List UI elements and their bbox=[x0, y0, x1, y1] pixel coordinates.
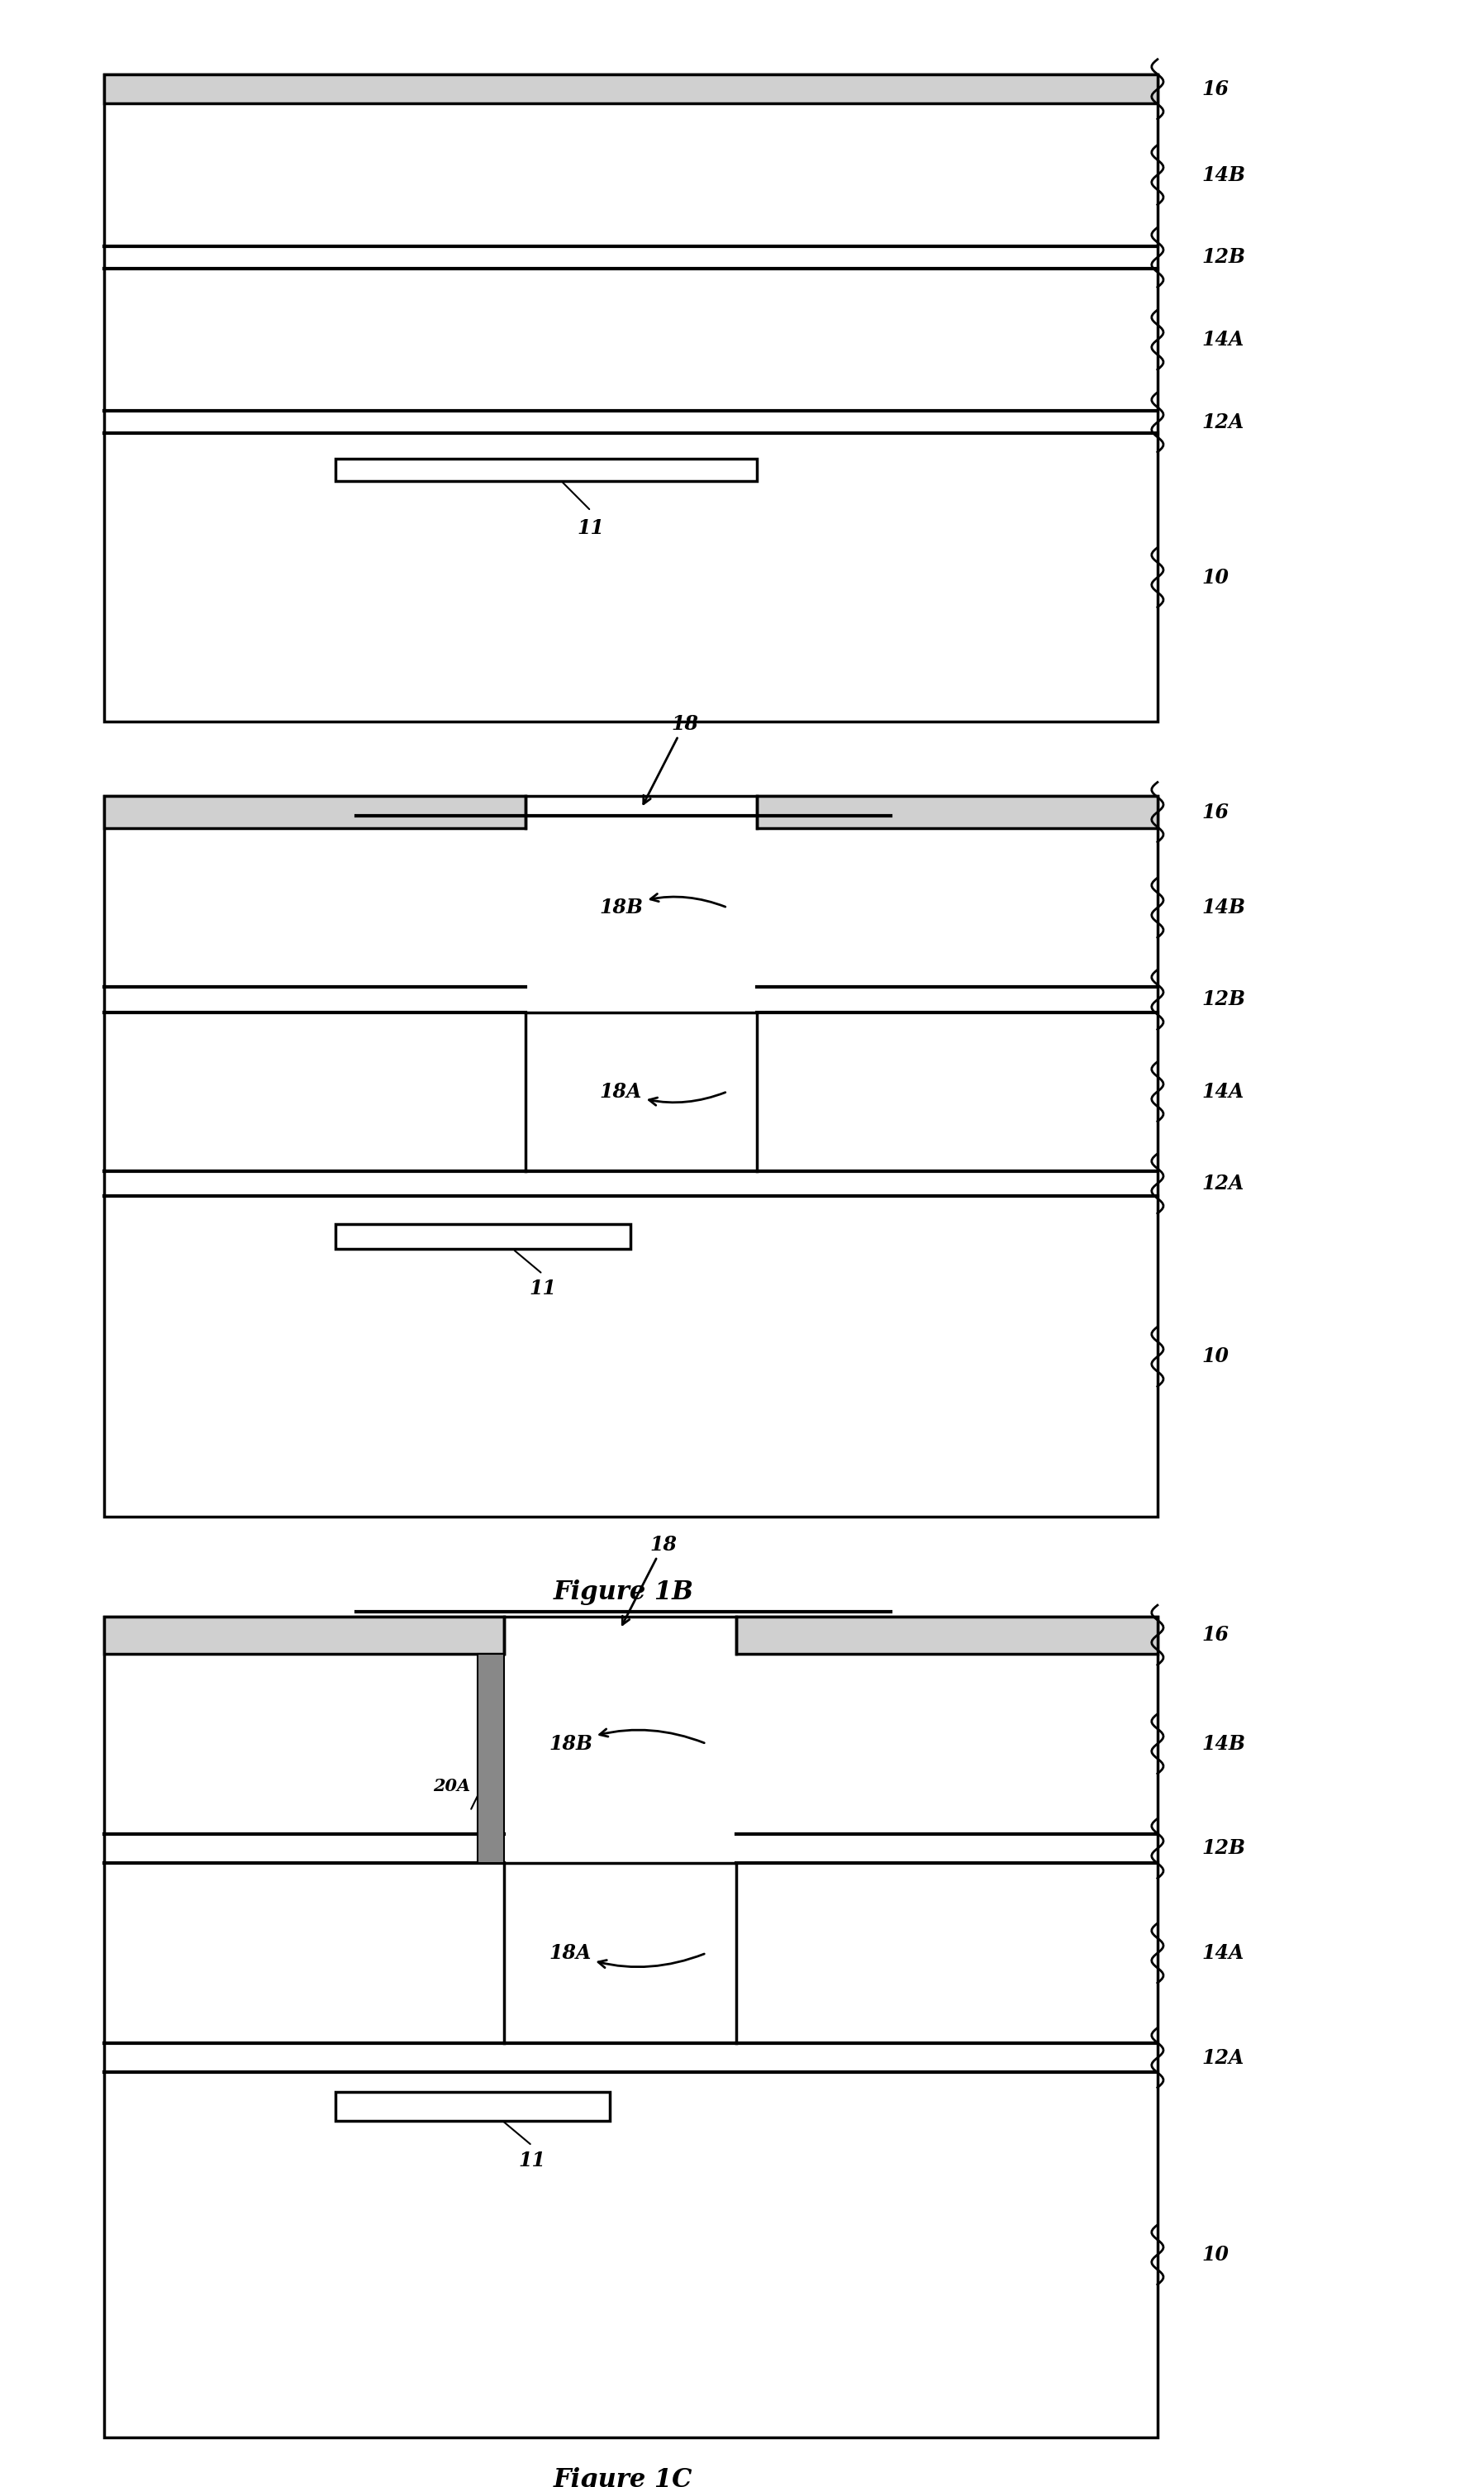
Text: 11: 11 bbox=[518, 2151, 546, 2171]
Text: 10: 10 bbox=[1202, 1345, 1229, 1365]
Text: 11: 11 bbox=[528, 1278, 556, 1298]
Bar bbox=[104, 75, 1158, 104]
Bar bbox=[104, 1617, 505, 1654]
Text: 18: 18 bbox=[644, 714, 697, 803]
Text: 18A: 18A bbox=[549, 1942, 705, 1967]
Text: 18B: 18B bbox=[600, 893, 726, 918]
Bar bbox=[104, 75, 1158, 721]
Text: Figure 1B: Figure 1B bbox=[554, 1579, 693, 1604]
Bar bbox=[335, 2092, 610, 2121]
Bar bbox=[335, 458, 757, 480]
Bar bbox=[104, 796, 1158, 1517]
Text: 11: 11 bbox=[577, 517, 604, 537]
Text: 12B: 12B bbox=[1202, 246, 1247, 266]
Bar bbox=[736, 1617, 1158, 1654]
Text: 14A: 14A bbox=[1202, 1082, 1245, 1102]
Text: 20A: 20A bbox=[433, 1778, 470, 1796]
Text: 14B: 14B bbox=[1202, 1733, 1247, 1753]
Text: 16: 16 bbox=[1202, 1624, 1229, 1644]
Bar bbox=[478, 1654, 505, 1863]
Text: 16: 16 bbox=[1202, 803, 1229, 823]
Bar bbox=[335, 1224, 631, 1248]
Text: 10: 10 bbox=[1202, 2246, 1229, 2266]
Text: 18A: 18A bbox=[600, 1082, 726, 1104]
Text: 14B: 14B bbox=[1202, 898, 1247, 918]
Text: 12B: 12B bbox=[1202, 990, 1247, 1010]
Text: 18: 18 bbox=[622, 1534, 677, 1624]
Text: 16: 16 bbox=[1202, 80, 1229, 99]
Text: Figure 1C: Figure 1C bbox=[554, 2467, 693, 2487]
Text: 12A: 12A bbox=[1202, 2047, 1245, 2067]
Text: 18B: 18B bbox=[549, 1728, 705, 1753]
Text: 12B: 12B bbox=[1202, 1838, 1247, 1858]
Text: 14A: 14A bbox=[1202, 331, 1245, 351]
Text: 14B: 14B bbox=[1202, 164, 1247, 184]
Text: 10: 10 bbox=[1202, 567, 1229, 587]
Text: 14A: 14A bbox=[1202, 1942, 1245, 1962]
Bar bbox=[104, 796, 525, 828]
Text: 12A: 12A bbox=[1202, 1174, 1245, 1194]
Bar bbox=[104, 1617, 1158, 2437]
Text: 12A: 12A bbox=[1202, 413, 1245, 433]
Bar bbox=[757, 796, 1158, 828]
